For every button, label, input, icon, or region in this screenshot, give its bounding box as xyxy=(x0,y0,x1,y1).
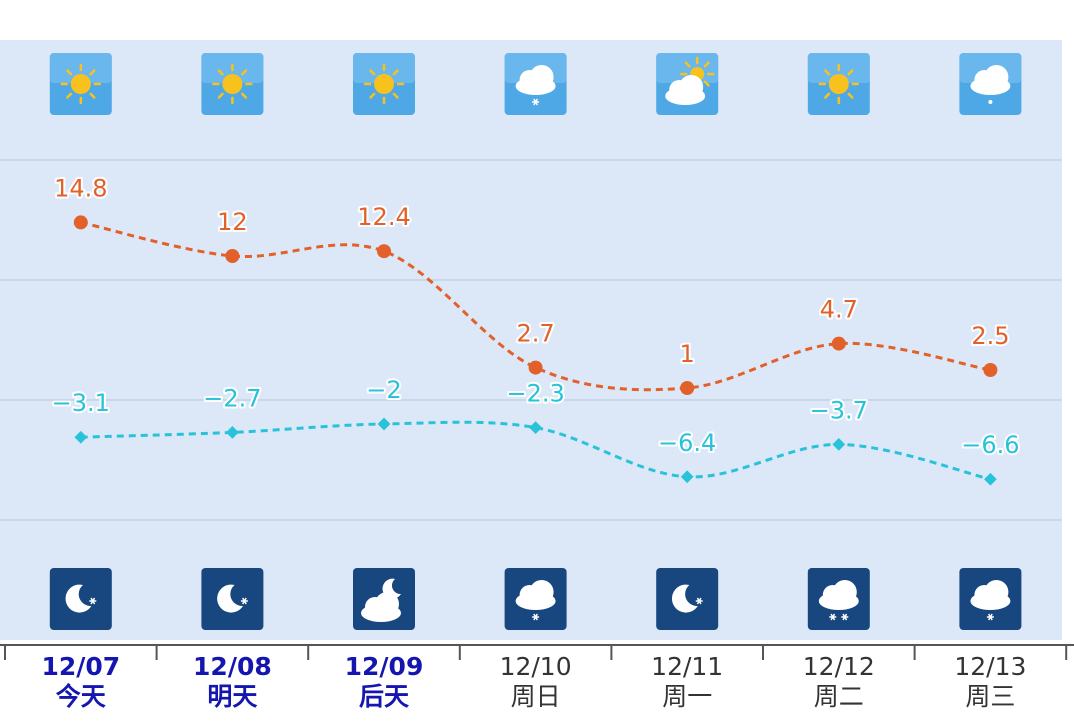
moon xyxy=(217,584,243,613)
sun-ray xyxy=(369,69,376,76)
point xyxy=(377,417,391,431)
sun xyxy=(70,74,91,94)
icon-box xyxy=(656,568,719,630)
sun-ray xyxy=(392,69,399,76)
weekday-label: 周一 xyxy=(662,682,712,711)
sun-ray xyxy=(847,69,854,76)
data-label: 2.7 xyxy=(517,320,555,348)
x-tick-label: 12/13 xyxy=(954,652,1026,681)
weekday-label: 明天 xyxy=(207,682,257,711)
sun-ray xyxy=(703,80,710,87)
data-label: −3.1 xyxy=(52,389,110,417)
data-label: −2 xyxy=(366,376,401,404)
weather-icon xyxy=(959,53,1022,115)
sun-ray xyxy=(824,69,831,76)
sun-ray xyxy=(241,92,248,99)
weather-icon xyxy=(49,568,112,630)
weather-icon xyxy=(807,568,870,630)
x-tick-label: 12/09 xyxy=(345,652,424,681)
point xyxy=(73,215,88,230)
weather-icon xyxy=(807,53,870,115)
sun-ray xyxy=(66,92,73,99)
drop xyxy=(988,100,993,104)
data-label: 14.8 xyxy=(54,174,107,202)
cloud xyxy=(529,65,554,89)
point xyxy=(226,426,239,439)
data-label: −2.3 xyxy=(506,380,564,408)
weather-icon xyxy=(504,568,567,630)
data-label: 2.5 xyxy=(971,322,1009,350)
x-tick-label: 12/12 xyxy=(803,652,875,681)
weather-icon xyxy=(49,53,112,115)
data-label: −2.7 xyxy=(203,384,261,412)
sun xyxy=(374,74,394,94)
data-label: 12.4 xyxy=(357,203,410,231)
data-label: −6.6 xyxy=(961,431,1019,459)
cloud xyxy=(984,580,1009,604)
data-label: 1 xyxy=(680,340,695,368)
weekday-label: 周三 xyxy=(965,682,1015,711)
sun-ray xyxy=(684,61,691,68)
weather-icon xyxy=(656,568,719,630)
icon-box xyxy=(201,568,264,630)
point xyxy=(528,360,543,375)
point xyxy=(377,244,391,259)
sun-ray xyxy=(241,69,248,76)
data-label: 12 xyxy=(217,208,248,236)
data-label: 4.7 xyxy=(820,296,858,324)
snowflake xyxy=(842,613,848,621)
x-tick-label: 12/11 xyxy=(651,652,723,681)
weather-icon xyxy=(201,53,264,115)
x-tick-label: 12/08 xyxy=(193,652,272,681)
snowflake xyxy=(533,613,538,621)
weekday-label: 周日 xyxy=(511,682,561,711)
sun-ray xyxy=(66,69,73,76)
cloud xyxy=(984,65,1009,89)
weekday-label: 后天 xyxy=(359,682,409,711)
moon xyxy=(671,584,698,613)
weather-icon xyxy=(353,568,415,630)
snowflake xyxy=(696,597,702,605)
icon-box xyxy=(49,568,112,630)
sun-ray xyxy=(703,61,710,68)
x-tick-label: 12/07 xyxy=(41,652,120,681)
plot-panel xyxy=(0,40,1062,640)
cloud xyxy=(832,580,857,604)
sun-ray xyxy=(89,69,96,76)
point xyxy=(680,381,695,395)
sun-ray xyxy=(824,92,831,99)
weekday-label: 周二 xyxy=(814,682,864,711)
sun-ray xyxy=(369,92,376,99)
weekday-label: 今天 xyxy=(56,682,106,711)
sun-ray xyxy=(89,92,96,99)
weather-icon xyxy=(353,53,415,115)
weather-icon xyxy=(504,53,567,115)
weather-icon xyxy=(959,568,1022,630)
data-label: −6.4 xyxy=(658,429,716,457)
snowflake xyxy=(830,613,836,621)
cloud xyxy=(529,580,554,604)
snowflake xyxy=(988,613,993,621)
point xyxy=(831,336,846,351)
point xyxy=(983,363,998,377)
snowflake xyxy=(242,597,247,605)
moon xyxy=(65,584,92,613)
sun-ray xyxy=(392,92,399,99)
sun xyxy=(828,74,849,94)
weather-icon xyxy=(656,53,719,115)
point xyxy=(74,430,88,444)
sun-ray xyxy=(217,92,224,99)
sun-ray xyxy=(847,92,854,99)
sun-ray xyxy=(217,69,224,76)
data-label: −3.7 xyxy=(810,396,868,424)
point xyxy=(225,249,240,263)
weather-icon xyxy=(201,568,264,630)
x-tick-label: 12/10 xyxy=(500,652,572,681)
cloud xyxy=(679,75,704,99)
cloud xyxy=(375,592,399,616)
snowflake xyxy=(533,98,538,106)
sun xyxy=(222,74,243,94)
snowflake xyxy=(90,597,96,605)
